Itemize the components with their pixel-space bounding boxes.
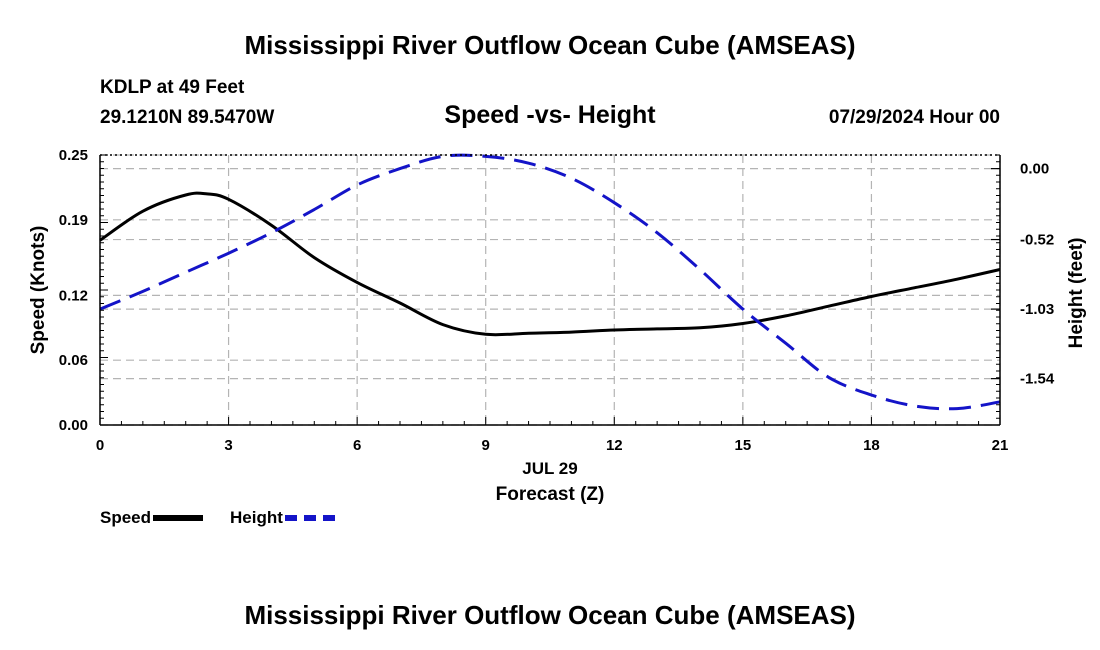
x-axis-label: Forecast (Z) bbox=[496, 484, 605, 505]
series-line-height bbox=[99, 153, 1001, 411]
x-axis-date-label: JUL 29 bbox=[522, 459, 577, 478]
x-tick-label: 9 bbox=[482, 437, 490, 454]
y-right-tick-label: -0.52 bbox=[1020, 232, 1054, 249]
y-left-tick-label: 0.06 bbox=[59, 352, 88, 369]
chart-subtitle: Speed -vs- Height bbox=[444, 101, 656, 129]
x-tick-label: 15 bbox=[735, 437, 752, 454]
y-left-tick-label: 0.25 bbox=[59, 147, 88, 164]
footer-title: Mississippi River Outflow Ocean Cube (AM… bbox=[244, 600, 856, 630]
x-tick-label: 12 bbox=[606, 437, 623, 454]
y-left-tick-label: 0.12 bbox=[59, 287, 88, 304]
coordinates-label: 29.1210N 89.5470W bbox=[100, 107, 275, 128]
grid-lines bbox=[99, 154, 1001, 426]
y-left-tick-label: 0.00 bbox=[59, 417, 88, 434]
axis-labels: 0 3 6 9 12 15 18 21 0.00 0.06 0.12 0.19 0.25 0.00 -0.5… bbox=[28, 147, 1087, 505]
y-right-axis-label: Height (feet) bbox=[1066, 238, 1087, 349]
legend-height-swatch bbox=[284, 515, 335, 521]
legend-height-label: Height bbox=[230, 508, 283, 527]
legend-height: Height bbox=[230, 508, 335, 528]
x-tick-label: 3 bbox=[224, 437, 232, 454]
axes bbox=[99, 154, 1001, 426]
y-right-tick-label: -1.54 bbox=[1020, 371, 1055, 388]
legend-speed: Speed bbox=[100, 508, 204, 528]
legend-speed-swatch bbox=[153, 515, 204, 521]
x-tick-label: 18 bbox=[863, 437, 880, 454]
tick-marks bbox=[99, 154, 1001, 426]
legend-speed-label: Speed bbox=[100, 508, 152, 527]
x-tick-label: 6 bbox=[353, 437, 361, 454]
y-right-tick-label: 0.00 bbox=[1020, 161, 1049, 178]
station-label: KDLP at 49 Feet bbox=[100, 77, 245, 98]
x-tick-label: 21 bbox=[992, 437, 1009, 454]
chart-title: Mississippi River Outflow Ocean Cube (AM… bbox=[244, 30, 856, 60]
series-line-speed bbox=[99, 191, 1001, 337]
series-lines bbox=[99, 153, 1001, 411]
forecast-datetime: 07/29/2024 Hour 00 bbox=[828, 107, 1000, 128]
y-right-tick-label: -1.03 bbox=[1020, 301, 1054, 318]
x-tick-label: 0 bbox=[96, 437, 104, 454]
y-left-axis-label: Speed (Knots) bbox=[28, 226, 49, 355]
y-left-tick-label: 0.19 bbox=[59, 212, 88, 229]
